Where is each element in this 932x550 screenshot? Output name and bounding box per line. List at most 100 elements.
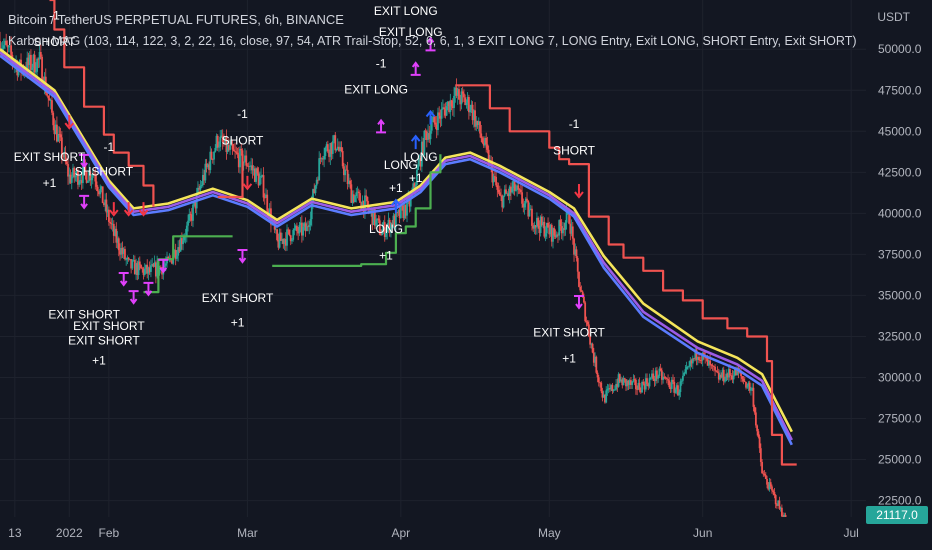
candle-body bbox=[756, 425, 759, 432]
candle-body bbox=[620, 379, 622, 382]
long-arrow-icon bbox=[425, 109, 436, 125]
time-axis[interactable]: 13 2022 Feb Mar Apr May Jun Jul bbox=[8, 526, 859, 540]
candle-body bbox=[464, 97, 467, 106]
candle-body bbox=[592, 352, 595, 363]
candle-body bbox=[282, 238, 285, 244]
candle-body bbox=[403, 204, 406, 219]
candle-body bbox=[634, 379, 637, 390]
candle-body bbox=[544, 233, 547, 237]
short-arrow-icon bbox=[109, 202, 119, 217]
last-price-value: 21117.0 bbox=[876, 508, 918, 522]
time-tick-label: Jul bbox=[843, 526, 858, 540]
signal-label: EXIT SHORT bbox=[73, 319, 145, 333]
exit-short-icon bbox=[79, 194, 90, 210]
time-tick-label: 2022 bbox=[56, 526, 83, 540]
candle-body bbox=[611, 385, 614, 392]
indicator-legend[interactable]: Karbon MAG (103, 114, 122, 3, 2, 22, 16,… bbox=[8, 34, 857, 48]
candle-body bbox=[206, 164, 209, 168]
candle-body bbox=[67, 164, 69, 177]
candle-body bbox=[221, 135, 224, 142]
candle-body bbox=[26, 57, 29, 73]
time-tick-label: Jun bbox=[693, 526, 712, 540]
candle-body bbox=[47, 95, 50, 99]
candle-body bbox=[88, 171, 90, 182]
candle-body bbox=[127, 257, 130, 260]
candle-body bbox=[227, 144, 230, 150]
candle-body bbox=[404, 204, 407, 216]
symbol-title[interactable]: Bitcoin / TetherUS PERPETUAL FUTURES, 6h… bbox=[8, 12, 344, 27]
candle-body bbox=[178, 247, 181, 252]
candle-body bbox=[319, 158, 322, 159]
candle-body bbox=[740, 372, 742, 377]
candle-body bbox=[510, 186, 512, 193]
candle-body bbox=[774, 495, 777, 505]
candle-body bbox=[722, 369, 725, 382]
candle-body bbox=[539, 216, 542, 234]
candle-body bbox=[528, 209, 531, 217]
candle-body bbox=[323, 155, 326, 160]
candle-body bbox=[586, 321, 589, 325]
indicator-line-3 bbox=[49, 0, 797, 466]
candle-body bbox=[277, 240, 280, 248]
candle-body bbox=[693, 358, 695, 360]
candle-body bbox=[177, 247, 180, 256]
candle-body bbox=[552, 228, 554, 242]
candle-body bbox=[380, 234, 382, 236]
price-axis[interactable]: 22500.0 25000.0 27500.0 30000.0 32500.0 35000… bbox=[878, 42, 922, 507]
price-tick-label: 42500.0 bbox=[878, 165, 922, 179]
candle-body bbox=[605, 390, 608, 403]
candle-body bbox=[707, 360, 710, 366]
candle-body bbox=[672, 379, 674, 382]
candle-body bbox=[62, 156, 64, 158]
candle-body bbox=[226, 144, 229, 153]
signal-label: EXIT SHORT bbox=[202, 291, 274, 305]
candle-body bbox=[205, 163, 208, 168]
candle-body bbox=[435, 124, 438, 131]
candle-body bbox=[584, 302, 587, 322]
candle-body bbox=[668, 380, 671, 388]
time-axis-panel[interactable] bbox=[0, 517, 867, 550]
short-arrow-icon bbox=[64, 115, 75, 130]
candle-body bbox=[101, 186, 104, 204]
signal-exit-short-mark bbox=[118, 272, 129, 287]
signal-label: +1 bbox=[92, 353, 106, 367]
candle-body bbox=[710, 364, 713, 366]
candle-body bbox=[314, 185, 317, 193]
candle-body bbox=[230, 143, 233, 146]
candle-body bbox=[456, 89, 459, 96]
candle-body bbox=[223, 141, 225, 145]
candle-body bbox=[130, 259, 133, 269]
candle-body bbox=[371, 209, 374, 225]
candle-body bbox=[683, 372, 686, 376]
price-axis-panel[interactable] bbox=[867, 0, 932, 550]
candle-body bbox=[617, 374, 620, 387]
candle-body bbox=[6, 44, 9, 48]
candle-body bbox=[126, 257, 129, 260]
candle-body bbox=[731, 375, 734, 380]
candle-body bbox=[317, 179, 319, 181]
candle-body bbox=[779, 507, 782, 509]
candle-body bbox=[568, 211, 570, 224]
candle-body bbox=[511, 188, 514, 193]
candle-body bbox=[418, 158, 421, 165]
candle-body bbox=[576, 258, 579, 272]
signal-label: EXIT LONG bbox=[379, 25, 443, 39]
signal-exit-short-mark bbox=[128, 290, 139, 305]
candle-body bbox=[369, 210, 371, 211]
candle-body bbox=[84, 165, 87, 173]
candle-body bbox=[289, 235, 292, 242]
candle-body bbox=[560, 226, 563, 234]
candle-body bbox=[107, 209, 110, 222]
candle-body bbox=[654, 370, 657, 382]
candle-body bbox=[335, 148, 338, 151]
candle-body bbox=[294, 225, 297, 229]
candle-body bbox=[508, 186, 511, 197]
candle-body bbox=[185, 225, 188, 236]
candle-body bbox=[554, 235, 557, 237]
candle-body bbox=[265, 194, 267, 198]
candle-body bbox=[381, 229, 384, 236]
candle-body bbox=[187, 220, 189, 226]
signal-short-arrow bbox=[123, 202, 134, 217]
candle-body bbox=[245, 155, 248, 166]
